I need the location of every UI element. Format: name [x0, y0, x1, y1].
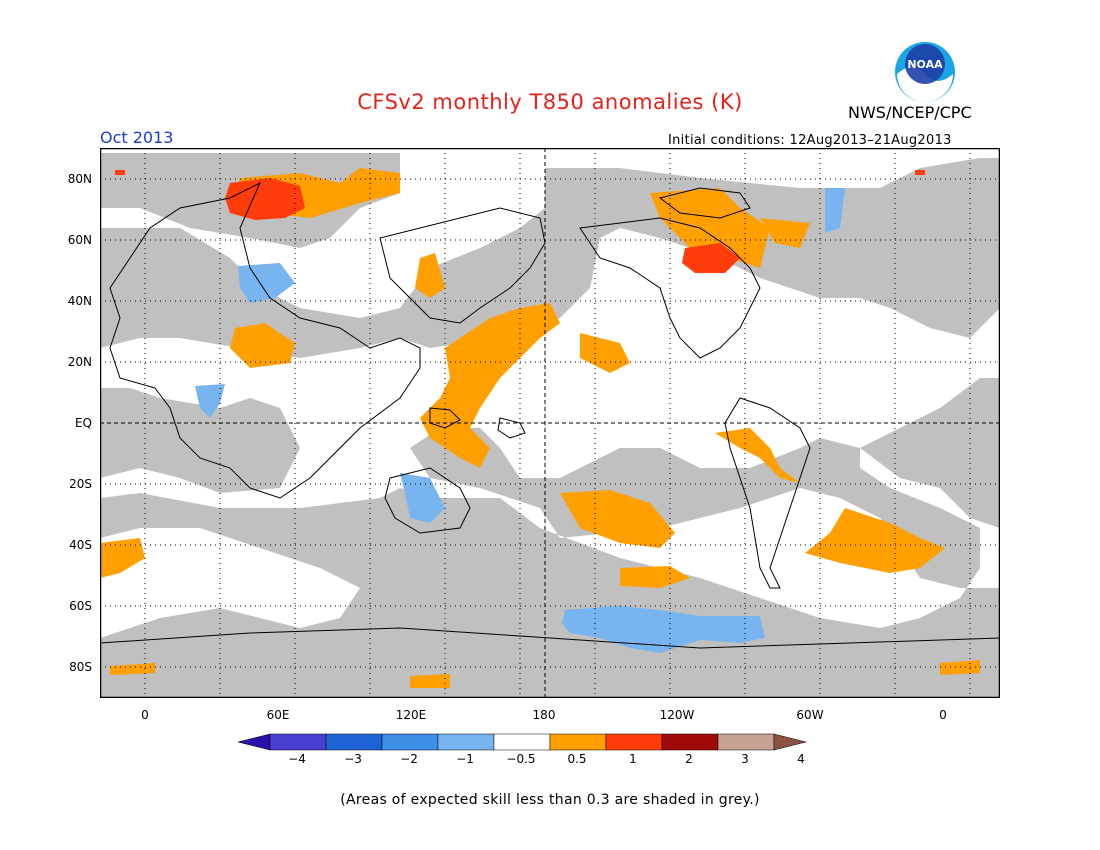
lat-label-40n: 40N — [67, 294, 92, 308]
lon-label-180: 180 — [532, 708, 556, 722]
colorbar-label-neg2: −2 — [400, 752, 418, 766]
colorbar-label-3: 3 — [741, 752, 749, 766]
colorbar-segment — [437, 733, 495, 751]
lat-label-eq: EQ — [74, 416, 92, 430]
lat-label-20n: 20N — [67, 355, 92, 369]
lat-label-60n: 60N — [67, 233, 92, 247]
colorbar-label-neg3: −3 — [344, 752, 362, 766]
forecast-month: Oct 2013 — [100, 128, 174, 147]
colorbar-segment — [605, 733, 663, 751]
lon-label-0-right: 0 — [939, 708, 947, 722]
colorbar-label-1: 1 — [629, 752, 637, 766]
logo-text: NOAA — [907, 58, 943, 71]
colorbar-label-neg1: −1 — [456, 752, 474, 766]
coastlines — [100, 181, 1000, 649]
lon-label-120e: 120E — [395, 708, 427, 722]
colorbar-segment — [549, 733, 607, 751]
colorbar-label-neg4: −4 — [288, 752, 306, 766]
colorbar-segment — [381, 733, 439, 751]
strong-warm-regions — [115, 170, 925, 273]
lat-label-80s: 80S — [69, 660, 92, 674]
colorbar-segment — [493, 733, 551, 751]
skill-footnote: (Areas of expected skill less than 0.3 a… — [340, 792, 760, 808]
colorbar-segment — [717, 733, 775, 751]
lon-label-0: 0 — [141, 708, 149, 722]
reference-lines — [100, 148, 1000, 698]
lon-label-120w: 120W — [659, 708, 695, 722]
map-title: CFSv2 monthly T850 anomalies (K) — [357, 90, 743, 114]
colorbar — [238, 733, 807, 751]
noaa-logo: NOAA — [895, 42, 955, 102]
colorbar-segment — [661, 733, 719, 751]
warm-anomaly-regions — [100, 168, 980, 688]
colorbar-segment — [325, 733, 383, 751]
initial-conditions: Initial conditions: 12Aug2013–21Aug2013 — [668, 133, 952, 148]
colorbar-arrow-high — [773, 733, 807, 751]
lat-label-80n: 80N — [67, 172, 92, 186]
map-frame — [100, 148, 1000, 698]
colorbar-label-4: 4 — [797, 752, 805, 766]
lat-label-60s: 60S — [69, 599, 92, 613]
colorbar-label-2: 2 — [685, 752, 693, 766]
lon-label-60e: 60E — [266, 708, 290, 722]
colorbar-label-05: 0.5 — [567, 752, 587, 766]
agency-label: NWS/NCEP/CPC — [848, 103, 972, 122]
lat-label-20s: 20S — [69, 477, 92, 491]
colorbar-segment — [269, 733, 327, 751]
lon-label-60w: 60W — [796, 708, 824, 722]
colorbar-arrow-low — [238, 733, 271, 751]
cool-anomaly-regions — [195, 188, 845, 653]
lat-label-40s: 40S — [69, 538, 92, 552]
anomaly-map — [100, 148, 1000, 698]
colorbar-label-neg05: −0.5 — [506, 752, 536, 766]
